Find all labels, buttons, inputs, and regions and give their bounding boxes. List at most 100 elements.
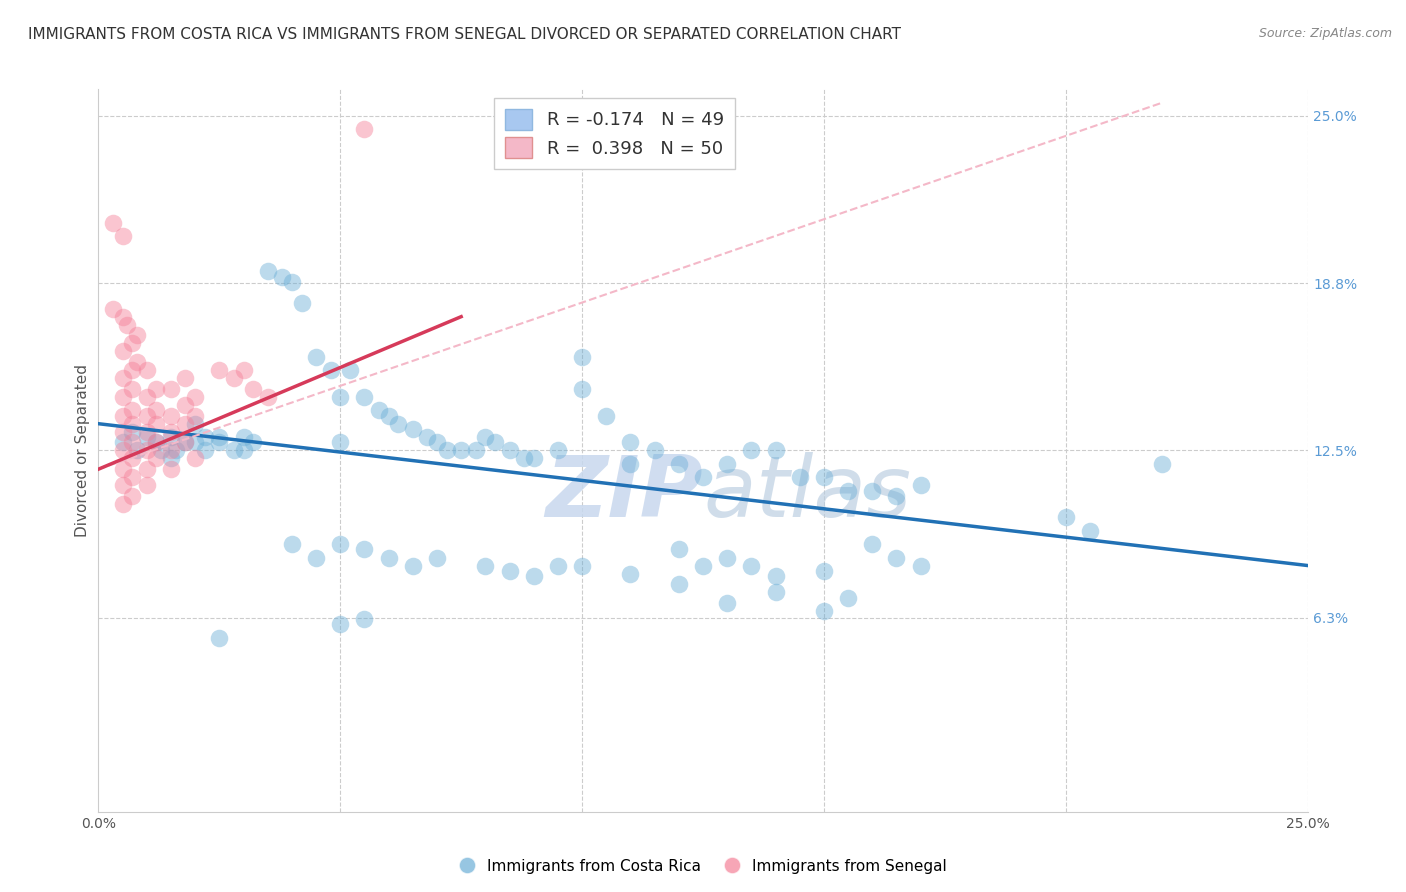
Text: Source: ZipAtlas.com: Source: ZipAtlas.com bbox=[1258, 27, 1392, 40]
Point bbox=[145, 451, 167, 466]
Text: ZIP: ZIP bbox=[546, 452, 703, 535]
Point bbox=[377, 409, 399, 423]
Point bbox=[111, 371, 134, 385]
Point bbox=[716, 596, 738, 610]
Point bbox=[111, 409, 134, 423]
Point bbox=[1054, 510, 1077, 524]
Point bbox=[222, 371, 245, 385]
Point bbox=[740, 443, 762, 458]
Point bbox=[150, 443, 173, 458]
Point bbox=[426, 550, 449, 565]
Point bbox=[353, 542, 375, 557]
Point bbox=[160, 462, 183, 476]
Point bbox=[290, 296, 312, 310]
Point bbox=[135, 462, 157, 476]
Point bbox=[145, 382, 167, 396]
Point bbox=[208, 435, 231, 450]
Point bbox=[242, 382, 264, 396]
Point bbox=[837, 483, 859, 498]
Point bbox=[101, 301, 124, 316]
Point bbox=[121, 435, 143, 450]
Point bbox=[271, 269, 294, 284]
Point bbox=[319, 363, 342, 377]
Point bbox=[305, 350, 328, 364]
Point bbox=[184, 417, 207, 431]
Point bbox=[619, 457, 641, 471]
Point bbox=[135, 443, 157, 458]
Point bbox=[464, 443, 486, 458]
Point bbox=[353, 122, 375, 136]
Point bbox=[1152, 457, 1174, 471]
Point bbox=[222, 443, 245, 458]
Point bbox=[208, 631, 231, 645]
Point bbox=[765, 443, 787, 458]
Point bbox=[765, 585, 787, 599]
Point bbox=[174, 435, 197, 450]
Legend: R = -0.174   N = 49, R =  0.398   N = 50: R = -0.174 N = 49, R = 0.398 N = 50 bbox=[495, 98, 735, 169]
Point bbox=[135, 390, 157, 404]
Point bbox=[571, 350, 593, 364]
Point bbox=[135, 425, 157, 439]
Point bbox=[127, 355, 149, 369]
Point bbox=[160, 430, 183, 444]
Point bbox=[194, 430, 217, 444]
Point bbox=[813, 470, 835, 484]
Point bbox=[208, 430, 231, 444]
Point bbox=[474, 430, 496, 444]
Point bbox=[111, 478, 134, 492]
Point bbox=[886, 550, 908, 565]
Point bbox=[160, 451, 183, 466]
Point bbox=[619, 435, 641, 450]
Point bbox=[184, 451, 207, 466]
Point bbox=[111, 425, 134, 439]
Point bbox=[184, 435, 207, 450]
Point bbox=[860, 483, 883, 498]
Point bbox=[668, 457, 690, 471]
Point bbox=[160, 425, 183, 439]
Point bbox=[135, 478, 157, 492]
Point bbox=[329, 537, 352, 551]
Point bbox=[860, 537, 883, 551]
Point bbox=[127, 443, 149, 458]
Point bbox=[692, 470, 714, 484]
Point bbox=[813, 604, 835, 618]
Y-axis label: Divorced or Separated: Divorced or Separated bbox=[75, 364, 90, 537]
Point bbox=[281, 537, 304, 551]
Point bbox=[498, 564, 520, 578]
Point bbox=[368, 403, 391, 417]
Point bbox=[765, 569, 787, 583]
Point bbox=[121, 489, 143, 503]
Point bbox=[692, 558, 714, 573]
Point bbox=[523, 451, 546, 466]
Point bbox=[111, 497, 134, 511]
Point bbox=[160, 443, 183, 458]
Point bbox=[740, 558, 762, 573]
Point bbox=[416, 430, 439, 444]
Point bbox=[513, 451, 536, 466]
Point bbox=[789, 470, 811, 484]
Point bbox=[101, 216, 124, 230]
Point bbox=[174, 398, 197, 412]
Point bbox=[1078, 524, 1101, 538]
Point bbox=[571, 382, 593, 396]
Point bbox=[135, 363, 157, 377]
Point bbox=[910, 478, 932, 492]
Point bbox=[117, 318, 139, 332]
Text: IMMIGRANTS FROM COSTA RICA VS IMMIGRANTS FROM SENEGAL DIVORCED OR SEPARATED CORR: IMMIGRANTS FROM COSTA RICA VS IMMIGRANTS… bbox=[28, 27, 901, 42]
Point bbox=[523, 569, 546, 583]
Point bbox=[208, 363, 231, 377]
Point bbox=[121, 417, 143, 431]
Text: atlas: atlas bbox=[703, 452, 911, 535]
Point bbox=[135, 430, 157, 444]
Point bbox=[474, 558, 496, 573]
Point bbox=[305, 550, 328, 565]
Point bbox=[547, 443, 569, 458]
Point bbox=[644, 443, 666, 458]
Point bbox=[160, 409, 183, 423]
Point bbox=[127, 328, 149, 343]
Point bbox=[145, 435, 167, 450]
Point bbox=[484, 435, 506, 450]
Point bbox=[174, 435, 197, 450]
Point bbox=[121, 336, 143, 351]
Point bbox=[111, 229, 134, 244]
